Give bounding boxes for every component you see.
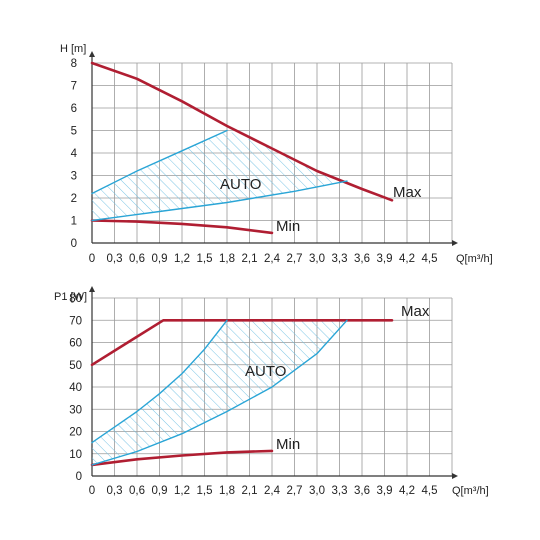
p-chart-x-tick-label: 0,6 <box>129 485 145 497</box>
h-chart-auto-region <box>92 130 347 221</box>
h-chart-y-arrow <box>89 51 95 57</box>
p-chart-auto-region <box>92 320 347 465</box>
p-chart-x-tick-label: 3,0 <box>309 485 325 497</box>
h-chart-y-tick-label: 4 <box>71 148 78 160</box>
h-chart-x-tick-label: 2,7 <box>287 253 303 265</box>
p-chart-y-tick-label: 70 <box>69 315 82 327</box>
h-chart-x-tick-label: 0 <box>89 253 95 265</box>
p-chart-min-curve <box>90 449 274 467</box>
p-chart-label-min: Min <box>276 436 300 453</box>
p-chart-y-axis-title: P1 [W] <box>54 291 87 303</box>
p-chart-y-tick-label: 30 <box>69 404 82 416</box>
h-chart-x-tick-label: 4,5 <box>422 253 438 265</box>
h-chart-label-min: Min <box>276 218 300 235</box>
h-chart-y-tick-label: 0 <box>71 238 77 250</box>
h-chart-x-tick-label: 4,2 <box>399 253 415 265</box>
h-chart: 0 1 2 3 4 5 6 7 8 0 0,3 0,6 0,9 1,2 1,5 1,8 2,1 2,4 2,7 3,0… <box>60 43 493 265</box>
p-chart-x-tick-label: 4,2 <box>399 485 415 497</box>
p-chart-auto-lower-curve <box>91 319 348 466</box>
h-chart-y-tick-label: 6 <box>71 103 77 115</box>
h-chart-x-tick-label: 1,8 <box>219 253 235 265</box>
h-chart-y-tick-label: 1 <box>71 216 77 228</box>
p-chart-auto-upper-curve <box>91 319 228 444</box>
p-chart-y-tick-label: 40 <box>69 382 82 394</box>
h-chart-x-tick-label: 2,1 <box>242 253 258 265</box>
p-chart-x-tick-label: 4,5 <box>422 485 438 497</box>
h-chart-x-tick-label: 3,6 <box>354 253 370 265</box>
p-chart-x-tick-label: 0,3 <box>107 485 123 497</box>
p-chart-x-tick-label: 3,3 <box>332 485 348 497</box>
h-chart-label-auto: AUTO <box>220 176 261 193</box>
h-chart-x-arrow <box>452 240 458 246</box>
h-chart-auto-upper-curve <box>91 129 228 195</box>
p-chart-y-tick-label: 60 <box>69 338 82 350</box>
h-chart-y-tick-label: 8 <box>71 58 77 70</box>
p-chart-x-tick-label: 2,4 <box>264 485 281 497</box>
p-chart-x-tick-label: 1,5 <box>197 485 213 497</box>
h-chart-label-max: Max <box>393 184 422 201</box>
p-chart-x-arrow <box>452 473 458 479</box>
p-chart-label-max: Max <box>401 303 430 320</box>
p-chart-label-auto: AUTO <box>245 363 286 380</box>
h-chart-y-tick-label: 5 <box>71 126 77 138</box>
h-chart-x-tick-label: 3,9 <box>377 253 393 265</box>
p-chart-x-tick-label: 2,1 <box>242 485 258 497</box>
p-chart-y-tick-label: 10 <box>69 449 82 461</box>
p-chart-x-tick-label: 3,6 <box>354 485 370 497</box>
p-chart-y-tick-label: 50 <box>69 360 82 372</box>
h-chart-auto-lower-curve <box>91 180 348 222</box>
p-chart-x-tick-label: 0,9 <box>152 485 168 497</box>
h-chart-y-tick-label: 3 <box>71 171 77 183</box>
p-chart: 0 10 20 30 40 50 60 70 80 0 0,3 0,6 0,9 1,2 1,5 1,8 2,1 2… <box>54 286 489 497</box>
h-chart-y-axis-title: H [m] <box>60 43 86 55</box>
p-chart-x-tick-label: 0 <box>89 485 95 497</box>
p-chart-y-tick-label: 0 <box>76 471 82 483</box>
p-chart-x-tick-label: 1,2 <box>174 485 190 497</box>
p-chart-x-axis-title: Q[m³/h] <box>452 485 489 497</box>
h-chart-x-tick-label: 1,5 <box>197 253 213 265</box>
p-chart-max-curve <box>90 319 394 367</box>
h-chart-x-axis-title: Q[m³/h] <box>456 253 493 265</box>
h-chart-x-tick-label: 0,3 <box>107 253 123 265</box>
h-chart-x-tick-label: 0,6 <box>129 253 145 265</box>
h-chart-x-tick-label: 3,3 <box>332 253 348 265</box>
p-chart-y-tick-label: 20 <box>69 427 82 439</box>
p-chart-x-tick-label: 2,7 <box>287 485 303 497</box>
h-chart-y-tick-label: 2 <box>71 193 77 205</box>
p-chart-y-arrow <box>89 286 95 292</box>
p-chart-y-tick-label: 80 <box>69 293 82 305</box>
h-chart-x-tick-label: 0,9 <box>152 253 168 265</box>
h-chart-x-tick-label: 1,2 <box>174 253 190 265</box>
p-chart-x-tick-label: 3,9 <box>377 485 393 497</box>
h-chart-y-tick-label: 7 <box>71 81 77 93</box>
p-chart-x-tick-label: 1,8 <box>219 485 235 497</box>
h-chart-x-tick-label: 3,0 <box>309 253 325 265</box>
h-chart-x-tick-label: 2,4 <box>264 253 281 265</box>
h-chart-min-curve <box>90 219 274 235</box>
h-chart-max-curve <box>90 61 394 202</box>
